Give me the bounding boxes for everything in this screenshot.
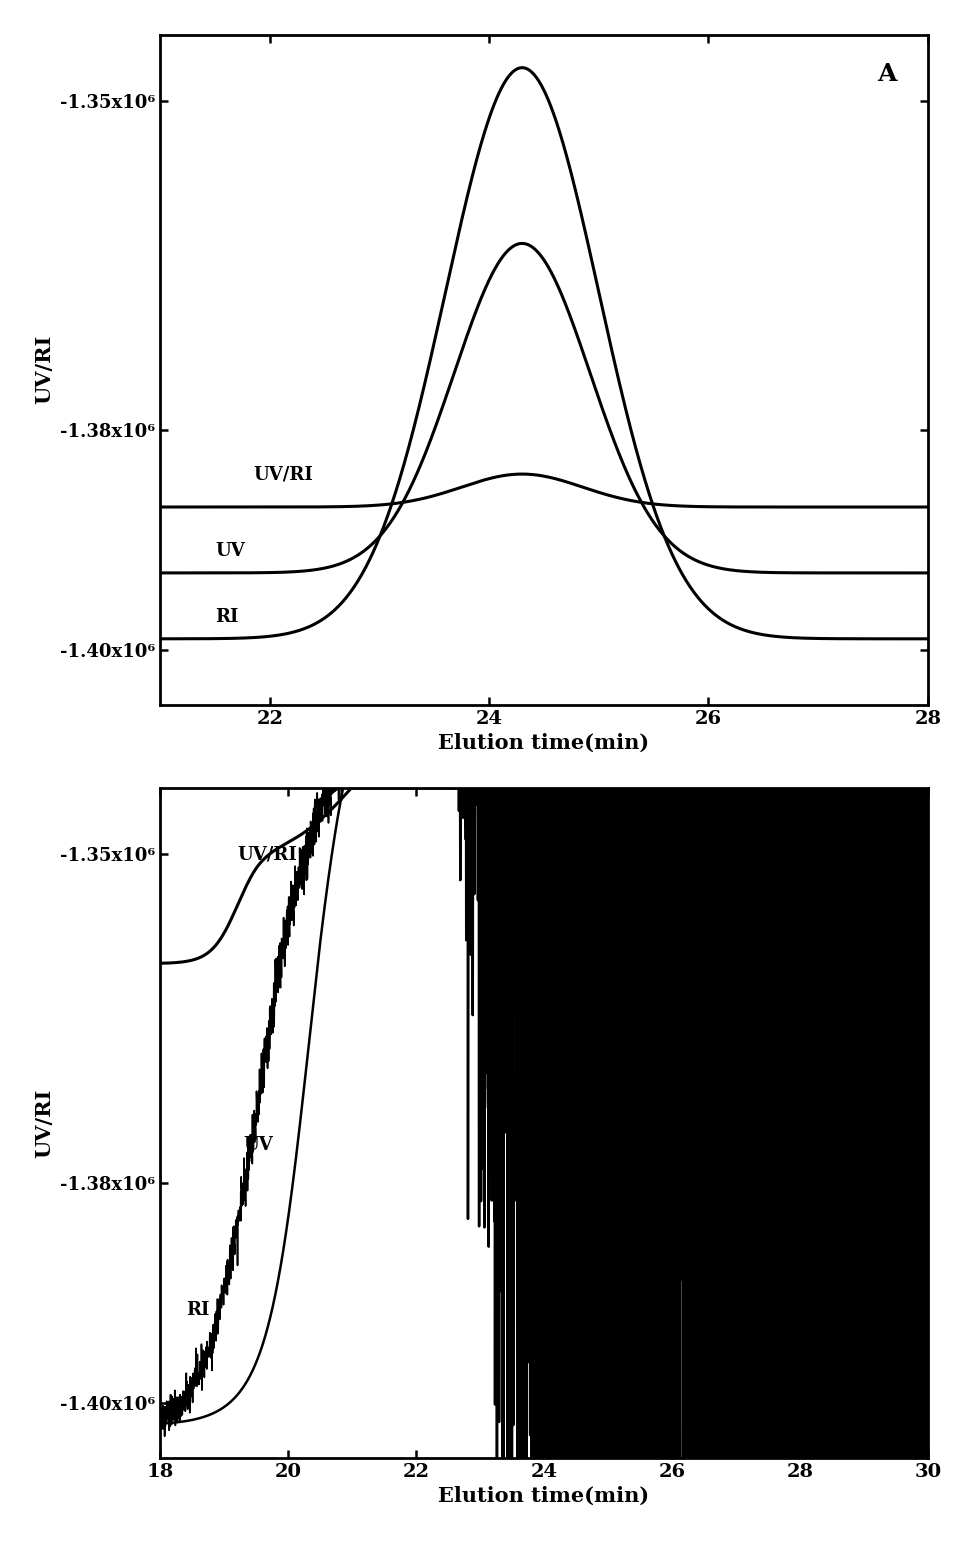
- Text: A: A: [877, 62, 897, 85]
- X-axis label: Elution time(min): Elution time(min): [438, 1486, 650, 1506]
- Text: RI: RI: [215, 609, 239, 626]
- Text: UV: UV: [215, 542, 245, 561]
- Text: UV/RI: UV/RI: [237, 846, 297, 863]
- Text: RI: RI: [186, 1301, 210, 1319]
- Text: UV/RI: UV/RI: [254, 465, 313, 484]
- Y-axis label: UV/RI: UV/RI: [35, 1088, 55, 1157]
- Y-axis label: UV/RI: UV/RI: [35, 334, 55, 404]
- Text: B: B: [875, 815, 897, 838]
- Text: UV: UV: [244, 1136, 273, 1154]
- X-axis label: Elution time(min): Elution time(min): [438, 734, 650, 754]
